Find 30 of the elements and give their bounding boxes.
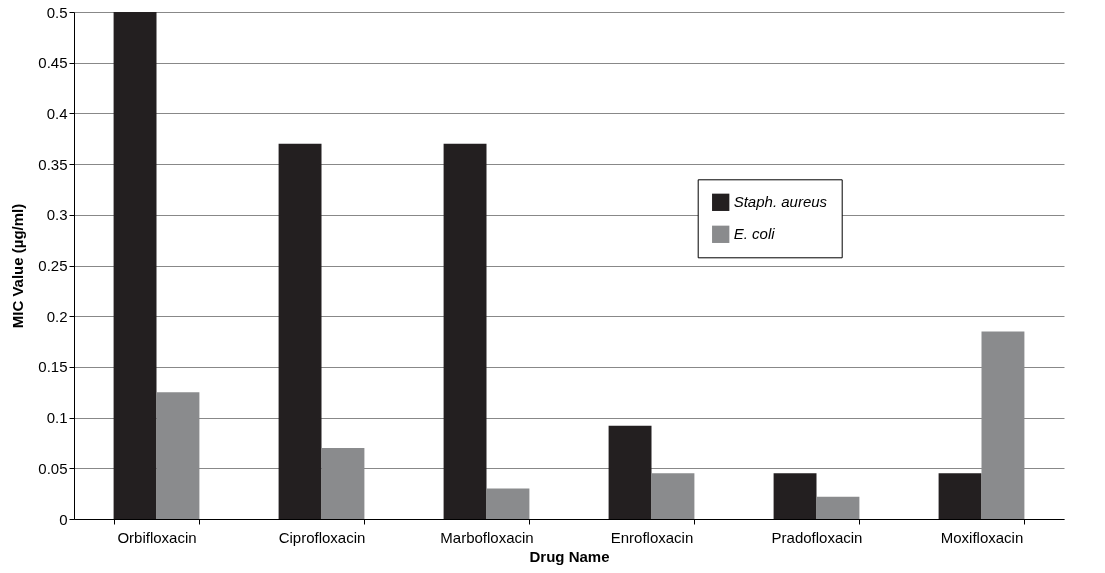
- x-tick-label: Marbofloxacin: [440, 528, 534, 546]
- y-tick-label: 0.2: [46, 307, 68, 325]
- bar: [938, 473, 982, 519]
- x-tick-label: Enrofloxacin: [610, 528, 694, 546]
- x-tick-label: Ciprofloxacin: [278, 528, 366, 546]
- y-tick-label: 0.45: [38, 54, 68, 72]
- bar: [608, 425, 652, 519]
- legend-label: Staph. aureus: [733, 193, 828, 211]
- y-tick-label: 0.4: [46, 104, 68, 122]
- y-tick-label: 0.15: [38, 358, 68, 376]
- x-axis-title: Drug Name: [529, 547, 610, 565]
- bar: [113, 12, 157, 519]
- y-tick-label: 0.1: [46, 409, 68, 427]
- y-tick-label: 0: [59, 510, 68, 528]
- y-tick-label: 0.25: [38, 257, 68, 274]
- y-tick-label: 0.3: [46, 206, 68, 224]
- x-tick-label: Moxifloxacin: [940, 528, 1024, 546]
- bar: [443, 143, 487, 519]
- x-tick-label: Pradofloxacin: [771, 528, 863, 546]
- y-axis-title: MIC Value (µg/ml): [9, 203, 27, 329]
- bar: [816, 496, 860, 519]
- bar: [278, 143, 322, 519]
- y-tick-label: 0.5: [46, 3, 68, 21]
- bar: [651, 473, 695, 519]
- y-tick-label: 0.05: [38, 459, 68, 477]
- y-tick-label: 0.35: [38, 155, 68, 173]
- x-tick-label: Orbifloxacin: [117, 528, 197, 546]
- bar: [773, 473, 817, 519]
- bar: [486, 488, 530, 519]
- legend-label: E. coli: [733, 225, 776, 243]
